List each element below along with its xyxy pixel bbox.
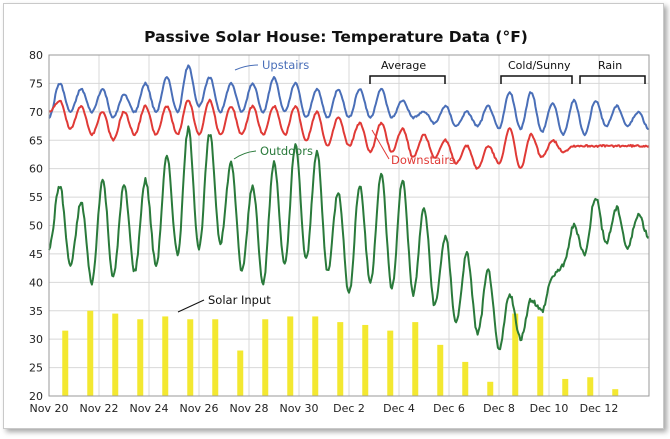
solar-bar: [462, 361, 469, 396]
y-tick-label: 30: [29, 333, 43, 346]
solar-bar: [612, 389, 619, 396]
solar-bar: [337, 322, 344, 396]
solar-bar: [162, 316, 169, 396]
series-lines: [48, 64, 650, 351]
solar-bar: [187, 319, 194, 396]
solar-bar: [387, 330, 394, 396]
solar-bar: [537, 316, 544, 396]
y-tick-label: 65: [29, 134, 43, 147]
outdoors-label: Outdoors: [260, 144, 313, 158]
x-tick-label: Dec 12: [580, 402, 619, 415]
cold-sunny-label: Cold/Sunny: [508, 59, 571, 72]
plot-area-border: [48, 54, 650, 397]
x-tick-label: Nov 24: [130, 402, 169, 415]
series-line-upstairs: [48, 64, 650, 137]
y-tick-label: 70: [29, 106, 43, 119]
y-tick-label: 55: [29, 191, 43, 204]
average-label: Average: [381, 59, 426, 72]
y-tick-label: 80: [29, 49, 43, 62]
solar-bar: [62, 330, 69, 396]
x-tick-label: Nov 22: [80, 402, 119, 415]
x-tick-label: Nov 28: [230, 402, 269, 415]
solar-bar: [412, 322, 419, 396]
solar-bar: [87, 310, 94, 396]
upstairs-pointer: [234, 64, 259, 71]
rain-bracket: [579, 75, 646, 84]
solar-bar: [262, 319, 269, 396]
solar-bar: [562, 378, 569, 396]
solar-bar: [212, 319, 219, 396]
x-tick-label: Dec 2: [333, 402, 365, 415]
solar-input-label: Solar Input: [208, 293, 271, 307]
upstairs-label: Upstairs: [262, 58, 309, 72]
annotations: Upstairs Downstairs Outdoors Solar Input…: [177, 58, 646, 313]
y-tick-label: 50: [29, 220, 43, 233]
chart-title: Passive Solar House: Temperature Data (°…: [144, 28, 528, 46]
solar-bar: [362, 324, 369, 396]
solar-bars: [62, 310, 619, 396]
x-tick-label: Dec 8: [483, 402, 515, 415]
axes: 20 25 30 35 40 45 50 55 60 65 70 75 80 Nov 20 Nov 22 No…: [29, 49, 650, 415]
solar-bar: [437, 344, 444, 396]
solar-bar: [112, 313, 119, 396]
downstairs-label: Downstairs: [391, 153, 455, 167]
solar-bar: [287, 316, 294, 396]
y-tick-label: 35: [29, 305, 43, 318]
x-tick-label: Nov 20: [30, 402, 69, 415]
series-line-downstairs: [48, 98, 650, 170]
y-tick-label: 25: [29, 362, 43, 375]
x-tick-label: Nov 26: [180, 402, 219, 415]
y-tick-label: 45: [29, 248, 43, 261]
x-tick-label: Dec 4: [383, 402, 415, 415]
y-tick-label: 60: [29, 163, 43, 176]
y-tick-label: 40: [29, 276, 43, 289]
average-bracket: [369, 75, 446, 84]
cold-sunny-bracket: [500, 75, 573, 84]
solar-bar: [237, 350, 244, 396]
solar-bar: [487, 381, 494, 396]
outdoors-pointer: [233, 150, 257, 160]
solar-bar: [137, 319, 144, 396]
y-tick-label: 20: [29, 390, 43, 403]
x-tick-label: Dec 6: [433, 402, 465, 415]
x-tick-label: Nov 30: [280, 402, 319, 415]
temperature-chart: Passive Solar House: Temperature Data (°…: [29, 28, 650, 415]
y-tick-label: 75: [29, 77, 43, 90]
rain-label: Rain: [598, 59, 622, 72]
solar-bar: [312, 316, 319, 396]
downstairs-pointer: [371, 129, 390, 160]
x-tick-label: Dec 10: [530, 402, 569, 415]
chart-frame: Passive Solar House: Temperature Data (°…: [3, 3, 664, 429]
solar-bar: [587, 377, 594, 396]
series-line-outdoors: [48, 125, 650, 351]
solar-pointer: [177, 299, 205, 313]
solar-bar: [512, 313, 519, 396]
